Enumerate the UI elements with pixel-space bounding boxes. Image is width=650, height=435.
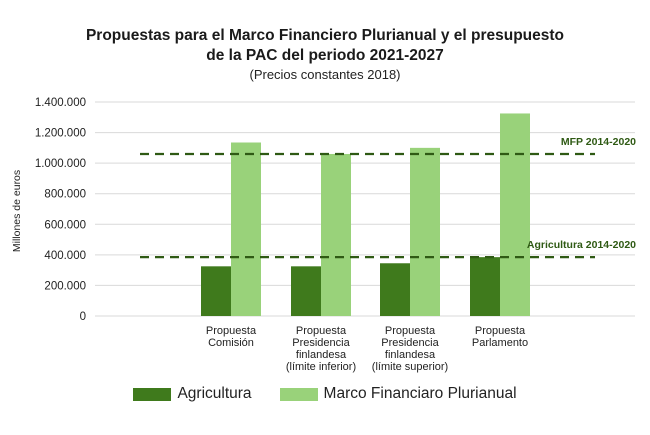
bar-agricultura: [470, 257, 500, 316]
bar-mfp: [231, 142, 261, 316]
chart-title-line-1: Propuestas para el Marco Financiero Plur…: [85, 27, 565, 44]
legend-swatch-mfp: [279, 387, 318, 401]
y-tick-label: 800.000: [44, 189, 86, 201]
y-tick-label: 400.000: [44, 250, 86, 262]
category-label: Parlamento: [472, 337, 528, 349]
category-label: finlandesa: [296, 349, 347, 361]
chart-title-line-2: de la PAC del periodo 2021-2027: [206, 47, 444, 64]
category-label: Propuesta: [385, 325, 436, 337]
category-label: (límite superior): [372, 361, 448, 373]
bar-agricultura: [201, 266, 231, 316]
category-label: Presidencia: [381, 337, 439, 349]
chart-title-block: Propuestas para el Marco Financiero Plur…: [0, 26, 650, 83]
category-label: Comisión: [208, 337, 254, 349]
bar-mfp: [500, 113, 530, 316]
legend-item-agricultura: Agricultura: [133, 385, 252, 403]
category-label: Presidencia: [292, 337, 350, 349]
chart-subtitle: (Precios constantes 2018): [249, 67, 401, 82]
legend-swatch-agricultura: [133, 387, 172, 401]
bar-mfp: [321, 153, 351, 316]
category-label: finlandesa: [385, 349, 436, 361]
bar-agricultura: [380, 263, 410, 316]
y-tick-label: 200.000: [44, 280, 86, 292]
category-label: Propuesta: [296, 325, 347, 337]
category-label: Propuesta: [206, 325, 257, 337]
y-tick-label: 1.200.000: [35, 128, 86, 140]
bar-mfp: [410, 147, 440, 316]
category-label: Propuesta: [475, 325, 526, 337]
chart-legend: Agricultura Marco Financiaro Plurianual: [0, 385, 650, 403]
legend-label-agricultura: Agricultura: [177, 385, 252, 402]
legend-item-mfp: Marco Financiaro Plurianual: [279, 385, 517, 403]
category-label: (límite inferior): [286, 361, 356, 373]
y-tick-label: 1.400.000: [35, 97, 86, 109]
y-tick-label: 600.000: [44, 219, 86, 231]
bar-agricultura: [291, 266, 321, 316]
y-axis-label: Millones de euros: [11, 170, 23, 252]
reference-line-label: Agricultura 2014-2020: [527, 239, 636, 251]
reference-line-label: MFP 2014-2020: [561, 136, 636, 148]
y-tick-label: 1.000.000: [35, 158, 86, 170]
y-tick-label: 0: [80, 311, 86, 323]
legend-label-mfp: Marco Financiaro Plurianual: [323, 385, 517, 402]
